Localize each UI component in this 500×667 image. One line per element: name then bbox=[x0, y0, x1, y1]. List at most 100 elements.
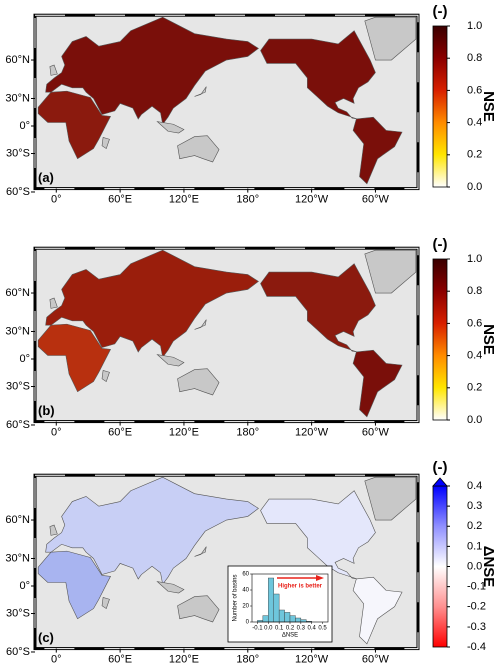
inset-x-label: ΔNSE bbox=[282, 633, 298, 639]
colorbar bbox=[432, 485, 448, 648]
colorbar bbox=[432, 258, 448, 421]
lon-tick-label: 180° bbox=[236, 193, 259, 205]
land bbox=[45, 249, 259, 358]
land bbox=[45, 16, 259, 125]
colorbar-tick-label: 0.3 bbox=[467, 500, 482, 512]
histogram-bar bbox=[295, 617, 302, 623]
inset-y-label: Number of basins bbox=[233, 574, 239, 621]
inset-x-tick-label: 0.3 bbox=[297, 626, 306, 632]
colorbar-tick-label: 0.8 bbox=[467, 285, 482, 297]
land bbox=[194, 86, 207, 97]
colorbar-tick-label: -0.2 bbox=[467, 601, 486, 613]
land bbox=[194, 319, 207, 330]
histogram-bar bbox=[268, 577, 274, 623]
histogram-bar bbox=[284, 612, 291, 623]
lon-tick-label: 0° bbox=[51, 426, 62, 438]
panel-label: (b) bbox=[38, 403, 55, 418]
lat-tick-label: 30°S bbox=[6, 147, 30, 159]
colorbar-tick-label: -0.1 bbox=[467, 581, 486, 593]
lon-tick-label: 60°W bbox=[362, 193, 390, 205]
land bbox=[364, 249, 417, 294]
panel-label: (c) bbox=[38, 630, 54, 645]
colorbar-tick-label: 0.4 bbox=[467, 350, 482, 362]
arrow-head bbox=[316, 575, 324, 581]
lon-tick-label: 120°E bbox=[169, 653, 199, 665]
map-frame-inner bbox=[34, 474, 419, 650]
colorbar-title: NSE bbox=[480, 324, 497, 355]
colorbar-tick-label: -0.3 bbox=[467, 621, 486, 633]
inset-y-tick-label: 40 bbox=[242, 588, 249, 594]
lat-tick-label: 60°S bbox=[6, 646, 30, 658]
lon-tick-label: 120°E bbox=[169, 426, 199, 438]
inset-x-tick-label: 0.4 bbox=[308, 626, 317, 632]
inset-y-tick-label: 0 bbox=[246, 620, 250, 626]
land bbox=[49, 524, 58, 536]
land bbox=[352, 116, 403, 185]
colorbar-tick-label: 0.0 bbox=[467, 181, 482, 193]
land bbox=[177, 368, 220, 396]
inset-y-tick-label: 60 bbox=[242, 572, 249, 578]
lon-tick-label: 60°W bbox=[362, 426, 390, 438]
land bbox=[49, 297, 58, 309]
lat-tick-label: 60°N bbox=[5, 514, 30, 526]
inset-x-tick-label: 0.2 bbox=[286, 626, 295, 632]
inset-y-tick-label: 20 bbox=[242, 604, 249, 610]
colorbar-tick-label: 0.2 bbox=[467, 149, 482, 161]
colorbar-tick-label: 0.4 bbox=[467, 480, 482, 492]
land bbox=[101, 597, 110, 610]
histogram-bar bbox=[300, 619, 307, 623]
lat-tick-label: 0° bbox=[19, 353, 30, 365]
lon-tick-label: 120°W bbox=[295, 193, 329, 205]
land bbox=[37, 90, 112, 160]
land bbox=[194, 546, 207, 557]
colorbar-unit: (-) bbox=[433, 459, 448, 476]
inset-annotation: Higher is better bbox=[278, 584, 323, 590]
colorbar-tick-label: -0.4 bbox=[467, 641, 486, 653]
lat-tick-label: 60°S bbox=[6, 186, 30, 198]
land bbox=[101, 137, 110, 150]
land bbox=[364, 16, 417, 61]
inset-x-tick-label: 0.5 bbox=[318, 626, 327, 632]
histogram-bar bbox=[278, 609, 285, 623]
map-frame-inner bbox=[34, 247, 419, 423]
lat-tick-label: 0° bbox=[19, 580, 30, 592]
colorbar-tick-label: 1.0 bbox=[467, 20, 482, 32]
map-frame-inner bbox=[34, 14, 419, 190]
lat-tick-label: 60°S bbox=[6, 419, 30, 431]
lat-tick-label: 30°S bbox=[6, 607, 30, 619]
lat-tick-label: 30°N bbox=[5, 325, 30, 337]
lon-tick-label: 60°E bbox=[108, 653, 132, 665]
land bbox=[156, 581, 185, 594]
land bbox=[352, 349, 403, 418]
land bbox=[177, 595, 220, 623]
lat-tick-label: 30°N bbox=[5, 552, 30, 564]
lon-tick-label: 60°W bbox=[362, 653, 390, 665]
panel-label: (a) bbox=[38, 170, 54, 185]
lon-tick-label: 180° bbox=[236, 426, 259, 438]
colorbar-tick-label: 0.4 bbox=[467, 117, 482, 129]
lat-tick-label: 0° bbox=[19, 120, 30, 132]
colorbar-tick-label: 1.0 bbox=[467, 253, 482, 265]
inset-x-tick-label: -0.1 bbox=[252, 626, 263, 632]
colorbar-unit: (-) bbox=[433, 236, 448, 253]
land bbox=[352, 576, 403, 645]
land bbox=[156, 121, 185, 134]
lat-tick-label: 30°S bbox=[6, 380, 30, 392]
land bbox=[156, 354, 185, 367]
colorbar-tick-label: 0.0 bbox=[467, 560, 482, 572]
lon-tick-label: 60°E bbox=[108, 426, 132, 438]
colorbar-tick-label: 0.8 bbox=[467, 52, 482, 64]
land bbox=[37, 323, 112, 393]
lon-tick-label: 0° bbox=[51, 653, 62, 665]
colorbar-tick-label: 0.2 bbox=[467, 382, 482, 394]
lon-tick-label: 120°W bbox=[295, 426, 329, 438]
land bbox=[37, 550, 112, 620]
land bbox=[260, 490, 376, 580]
colorbar-unit: (-) bbox=[433, 3, 448, 20]
lon-tick-label: 0° bbox=[51, 193, 62, 205]
lat-tick-label: 60°N bbox=[5, 54, 30, 66]
lon-tick-label: 180° bbox=[236, 653, 259, 665]
lon-tick-label: 120°W bbox=[295, 653, 329, 665]
lat-tick-label: 60°N bbox=[5, 287, 30, 299]
